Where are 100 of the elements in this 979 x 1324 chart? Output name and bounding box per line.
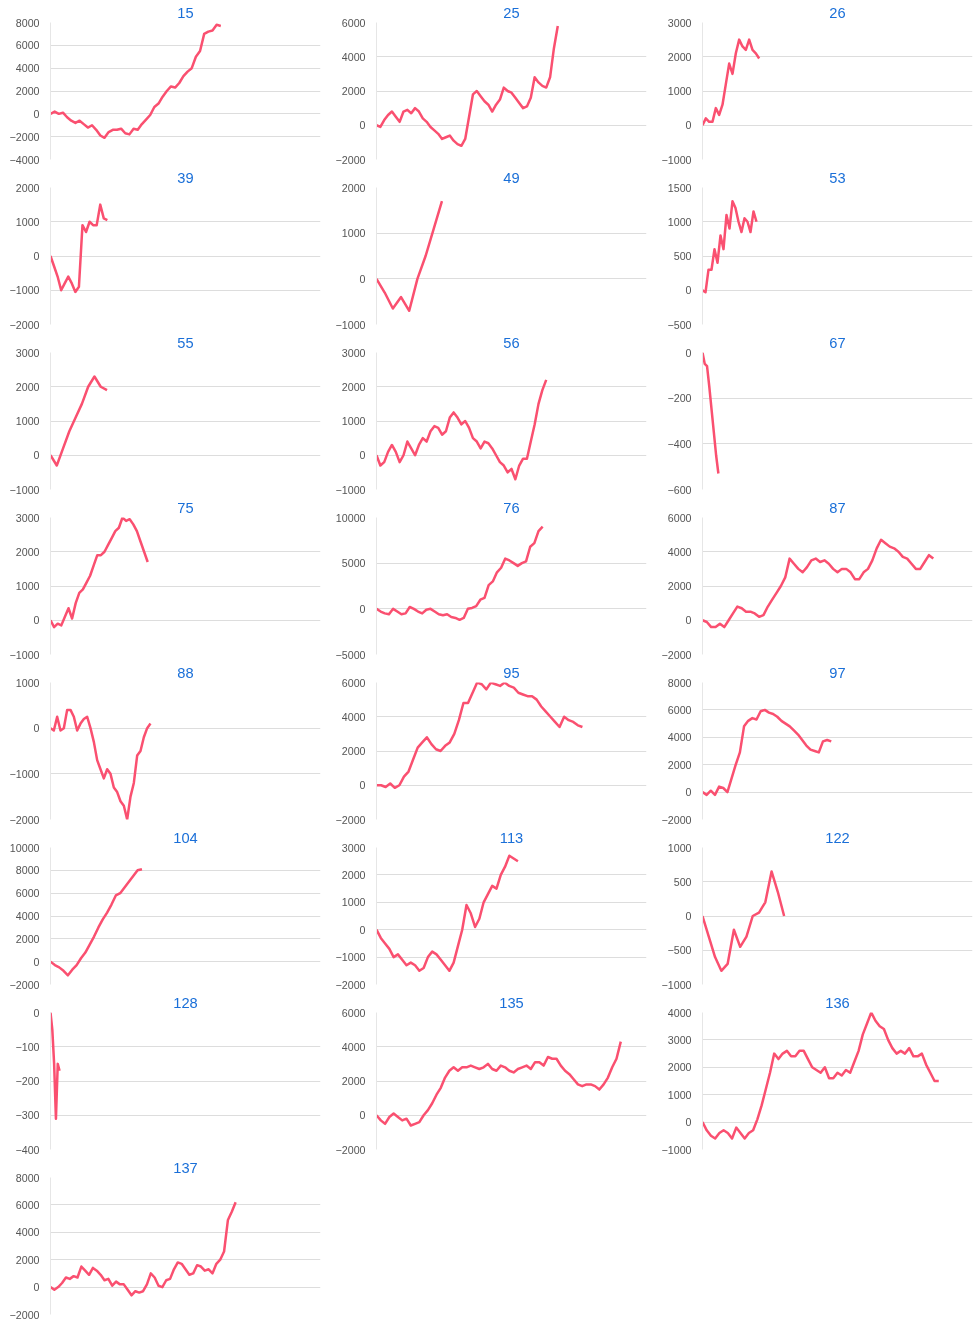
y-tick-label: 0 (33, 1281, 40, 1294)
y-tick-label: 0 (685, 284, 692, 297)
y-tick-label: −2000 (335, 153, 366, 166)
y-tick-label: 4000 (667, 1006, 692, 1019)
y-tick-label: −2000 (335, 978, 366, 991)
y-tick-label: −2000 (335, 1143, 366, 1156)
y-tick-label: −400 (667, 437, 692, 450)
y-tick-label: 1000 (667, 1088, 692, 1101)
chart-title: 55 (177, 334, 194, 351)
y-tick-label: −1000 (9, 767, 40, 780)
y-tick-label: −2000 (9, 813, 40, 826)
chart-title: 104 (173, 829, 198, 846)
y-tick-label: −500 (667, 318, 692, 331)
y-tick-label: 0 (685, 119, 692, 132)
y-tick-label: 6000 (341, 1006, 366, 1019)
y-tick-label: 2000 (341, 745, 366, 757)
y-tick-label: 1000 (15, 580, 40, 592)
line-series (702, 38, 761, 127)
y-tick-label: 1000 (667, 215, 692, 228)
line-series (702, 352, 720, 475)
y-tick-label: −600 (667, 483, 692, 496)
line-series (376, 854, 520, 973)
y-tick-label: 1000 (667, 85, 692, 97)
y-tick-label: −2000 (9, 318, 40, 331)
y-tick-label: −1000 (9, 648, 40, 661)
y-tick-label: 4000 (341, 50, 366, 63)
y-tick-label: 10000 (9, 841, 40, 854)
line-series (50, 375, 109, 467)
y-tick-label: 0 (33, 722, 40, 735)
y-tick-label: −2000 (661, 813, 692, 826)
y-tick-label: −1000 (661, 978, 692, 991)
y-tick-label: 6000 (15, 1198, 40, 1211)
line-series (376, 199, 444, 313)
y-tick-label: 500 (673, 875, 692, 888)
y-tick-label: 4000 (667, 731, 692, 744)
y-tick-label: 2000 (15, 380, 40, 393)
line-series (50, 517, 149, 629)
y-tick-label: −400 (15, 1143, 40, 1156)
line-series (50, 867, 144, 977)
chart-title: 39 (177, 169, 194, 186)
y-tick-label: 1000 (341, 896, 366, 909)
y-tick-label: 0 (685, 1116, 692, 1129)
y-tick-label: −1000 (9, 284, 40, 297)
y-tick-label: 0 (359, 449, 366, 462)
y-tick-label: −1000 (661, 1143, 692, 1156)
y-tick-label: 2000 (667, 758, 692, 771)
y-tick-label: 0 (685, 346, 692, 359)
y-tick-label: 4000 (341, 1040, 366, 1053)
y-tick-label: 0 (685, 786, 692, 799)
y-tick-label: −1000 (335, 318, 366, 331)
y-tick-label: 1000 (341, 227, 366, 240)
line-series (50, 203, 109, 294)
y-tick-label: 6000 (15, 39, 40, 52)
y-tick-label: 6000 (15, 887, 40, 900)
line-series (702, 538, 935, 629)
line-series (50, 23, 223, 140)
y-tick-label: 3000 (341, 841, 366, 854)
chart-title: 122 (825, 829, 850, 846)
chart-title: 95 (503, 664, 520, 681)
line-series (702, 1012, 940, 1140)
y-tick-label: 2000 (15, 181, 40, 194)
y-tick-label: −1000 (335, 951, 366, 964)
y-tick-label: −200 (667, 392, 692, 405)
chart-title: 26 (829, 4, 846, 21)
y-tick-label: 6000 (667, 511, 692, 524)
y-tick-label: 10000 (335, 511, 366, 524)
y-tick-label: 1500 (667, 181, 692, 194)
y-tick-label: 0 (359, 1109, 366, 1122)
line-series (702, 708, 833, 797)
y-tick-label: −2000 (9, 1308, 40, 1321)
y-tick-label: −2000 (661, 648, 692, 661)
y-tick-label: 3000 (667, 16, 692, 29)
chart-title: 128 (173, 994, 198, 1011)
y-tick-label: 2000 (667, 50, 692, 63)
y-tick-label: 6000 (667, 703, 692, 716)
y-tick-label: −300 (15, 1109, 40, 1122)
y-tick-label: 2000 (15, 1253, 40, 1266)
y-tick-label: 1000 (15, 415, 40, 427)
y-tick-label: 3000 (341, 346, 366, 359)
y-tick-label: 0 (685, 910, 692, 922)
y-tick-label: 0 (685, 614, 692, 627)
chart-title: 87 (829, 499, 846, 516)
y-tick-label: 0 (359, 119, 366, 132)
line-series (50, 1200, 237, 1297)
y-tick-label: 2000 (667, 1061, 692, 1074)
y-tick-label: 0 (33, 250, 40, 262)
y-tick-label: 2000 (341, 380, 366, 393)
chart-title: 49 (503, 169, 520, 186)
chart-title: 67 (829, 334, 846, 351)
y-tick-label: 2000 (341, 181, 366, 194)
y-tick-label: 2000 (341, 1075, 366, 1087)
y-tick-label: 4000 (341, 710, 366, 723)
chart-title: 76 (503, 499, 520, 516)
chart-title: 25 (503, 4, 520, 21)
chart-title: 135 (499, 994, 524, 1011)
y-tick-label: 3000 (667, 1033, 692, 1046)
y-tick-label: −4000 (9, 153, 40, 166)
y-tick-label: 1000 (15, 676, 40, 689)
y-tick-label: 4000 (667, 545, 692, 558)
y-tick-label: 0 (33, 1006, 40, 1019)
